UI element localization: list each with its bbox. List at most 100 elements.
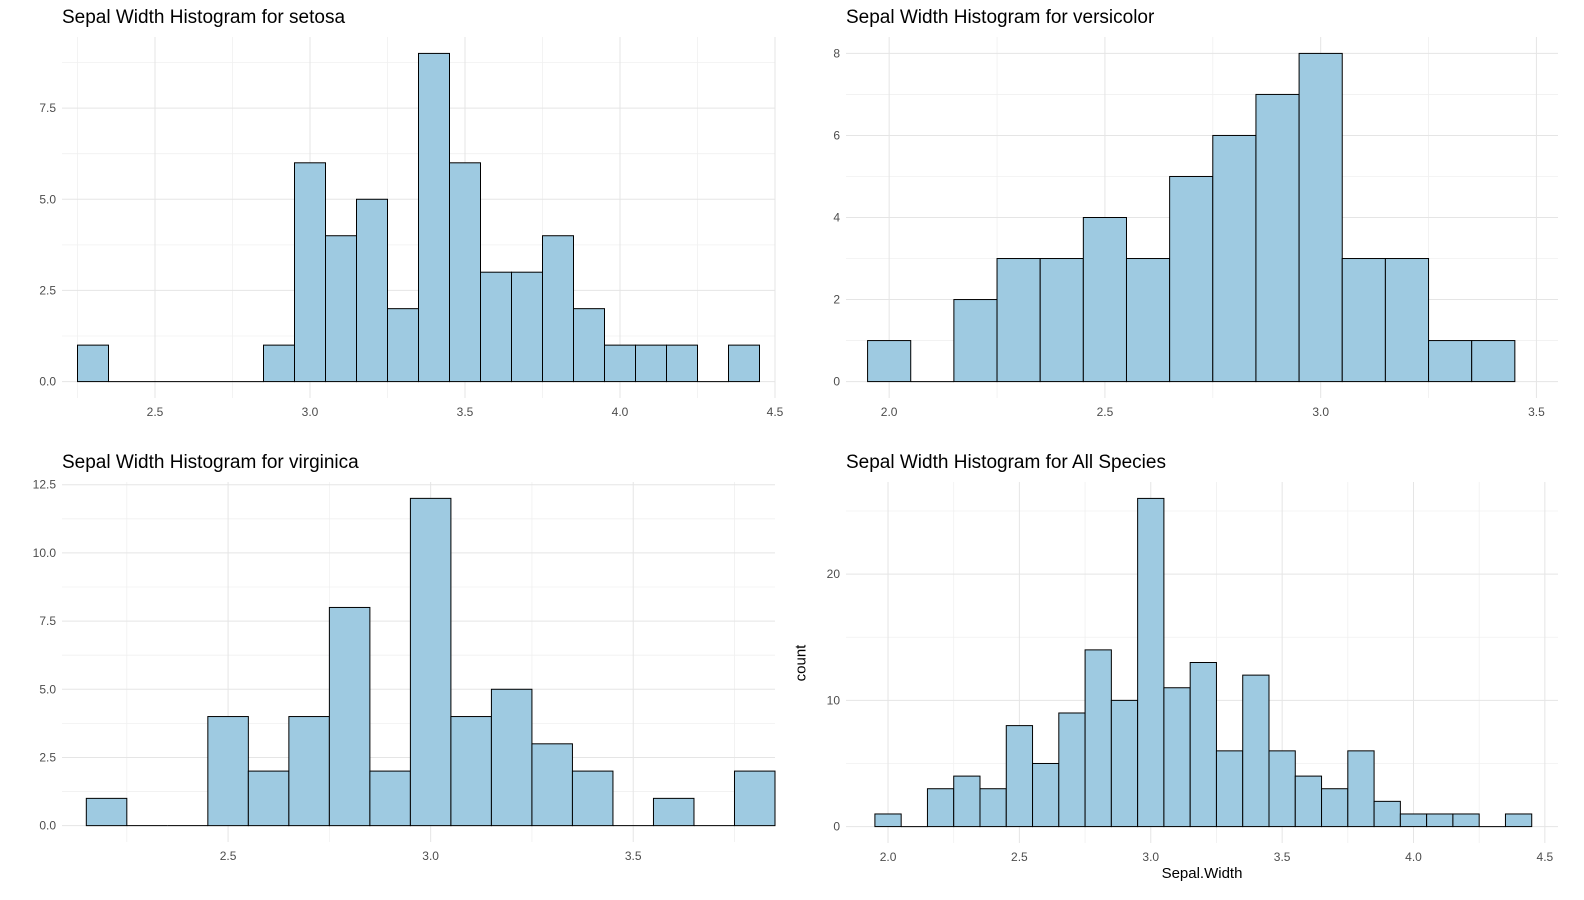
histogram-bar — [1452, 813, 1480, 828]
histogram-bar — [542, 235, 574, 383]
histogram-bar — [1341, 258, 1386, 383]
all-species-histogram: 2.0 2.5 3.0 3.5 4.0 4.5 0 10 20 — [827, 482, 1558, 864]
bars — [85, 497, 776, 827]
y-tick-label: 2.5 — [39, 750, 56, 764]
histogram-bar — [953, 299, 998, 383]
histogram-bar — [511, 271, 543, 383]
histogram-bar — [573, 308, 605, 383]
versicolor-panel: Sepal Width Histogram for versicolor 2.0… — [792, 0, 1584, 445]
y-tick-label: 5.0 — [39, 192, 56, 206]
y-tick-label: 0.0 — [39, 819, 56, 833]
histogram-bar — [635, 344, 667, 383]
histogram-bar — [85, 797, 128, 827]
histogram-bar — [1255, 93, 1300, 383]
histogram-bar — [1426, 813, 1454, 828]
histogram-bar — [666, 344, 698, 383]
bars — [867, 52, 1516, 383]
histogram-bar — [733, 770, 776, 827]
histogram-bar — [1110, 699, 1139, 828]
histogram-bar — [294, 162, 326, 383]
histogram-bar — [387, 308, 419, 383]
x-tick-label: 4.5 — [1537, 850, 1554, 864]
histogram-bar — [247, 770, 290, 827]
y-tick-label: 12.5 — [33, 478, 57, 492]
histogram-bar — [77, 344, 109, 383]
y-tick-label: 6 — [833, 128, 840, 142]
x-tick-label: 3.0 — [302, 405, 319, 419]
histogram-bar — [1242, 674, 1270, 828]
y-tick-label: 4 — [833, 211, 840, 225]
histogram-bar — [1268, 750, 1296, 828]
histogram-bar — [1039, 258, 1084, 383]
x-tick-label: 4.5 — [767, 405, 784, 419]
histogram-bar — [1215, 750, 1244, 828]
histogram-bar — [652, 797, 695, 827]
histogram-bar — [1384, 258, 1430, 383]
histogram-bar — [1471, 340, 1516, 383]
chart-title: Sepal Width Histogram for virginica — [62, 452, 359, 473]
histogram-bar — [1005, 725, 1034, 828]
tick-labels: 2.0 2.5 3.0 3.5 0 2 4 6 8 — [833, 46, 1545, 419]
chart-title: Sepal Width Histogram for All Species — [846, 452, 1166, 473]
x-axis-label: Sepal.Width — [1161, 865, 1243, 882]
x-tick-label: 3.5 — [625, 849, 642, 863]
histogram-bar — [1212, 134, 1257, 383]
histogram-bar — [1169, 175, 1214, 383]
histogram-bar — [1294, 775, 1323, 828]
histogram-bar — [1504, 813, 1533, 828]
histogram-bar — [1298, 52, 1343, 383]
histogram-bar — [207, 716, 249, 827]
histogram-bar — [874, 813, 902, 828]
setosa-panel: Sepal Width Histogram for setosa 2.5 3.0 3… — [0, 0, 792, 445]
virginica-histogram: 2.5 3.0 3.5 0.0 2.5 5.0 7.5 10.0 12.5 — [33, 478, 776, 863]
tick-labels: 2.5 3.0 3.5 4.0 4.5 0.0 2.5 5.0 7.5 — [39, 101, 783, 419]
histogram-bar — [1137, 497, 1165, 828]
y-tick-label: 7.5 — [39, 101, 56, 115]
tick-labels: 2.0 2.5 3.0 3.5 4.0 4.5 0 10 20 — [827, 567, 1554, 864]
x-tick-label: 4.0 — [612, 405, 629, 419]
histogram-bar — [418, 52, 450, 383]
setosa-histogram: 2.5 3.0 3.5 4.0 4.5 0.0 2.5 5.0 7.5 — [39, 37, 784, 419]
y-tick-label: 2.5 — [39, 283, 56, 297]
chart-title: Sepal Width Histogram for versicolor — [846, 7, 1155, 28]
x-tick-label: 3.5 — [1528, 405, 1545, 419]
y-tick-label: 0.0 — [39, 375, 56, 389]
histogram-bar — [728, 344, 760, 383]
histogram-bar — [325, 235, 357, 383]
histogram-bar — [604, 344, 636, 383]
histogram-bar — [263, 344, 295, 383]
x-tick-label: 3.0 — [1142, 850, 1159, 864]
histogram-bar — [1399, 813, 1428, 828]
x-tick-label: 2.5 — [220, 849, 237, 863]
x-tick-label: 3.0 — [1312, 405, 1329, 419]
histogram-bar — [1163, 687, 1191, 828]
y-axis-label: count — [792, 644, 810, 682]
histogram-bar — [1058, 712, 1086, 828]
histogram-bar — [356, 198, 388, 383]
y-tick-label: 7.5 — [39, 614, 56, 628]
histogram-bar — [288, 716, 330, 827]
histogram-bar — [926, 788, 955, 828]
histogram-bar — [571, 770, 614, 827]
x-tick-label: 3.5 — [457, 405, 474, 419]
histogram-bar — [409, 497, 452, 827]
y-tick-label: 2 — [833, 293, 840, 307]
y-tick-label: 10.0 — [33, 546, 57, 560]
histogram-bar — [480, 271, 512, 383]
chart-title: Sepal Width Histogram for setosa — [62, 7, 346, 28]
y-tick-label: 0 — [833, 375, 840, 389]
histogram-bar — [449, 162, 481, 383]
virginica-panel: Sepal Width Histogram for virginica 2.5 3… — [0, 445, 792, 900]
all-species-panel: Sepal Width Histogram for All Species 2.… — [792, 445, 1584, 900]
histogram-bar — [1084, 649, 1112, 828]
bars — [874, 497, 1533, 828]
histogram-bar — [1032, 762, 1060, 828]
histogram-bar — [490, 688, 533, 827]
x-tick-label: 4.0 — [1405, 850, 1422, 864]
histogram-bar — [953, 775, 981, 828]
histogram-bar — [867, 340, 912, 383]
x-tick-label: 2.5 — [1011, 850, 1028, 864]
histogram-bar — [1082, 217, 1127, 383]
x-tick-label: 2.5 — [147, 405, 164, 419]
